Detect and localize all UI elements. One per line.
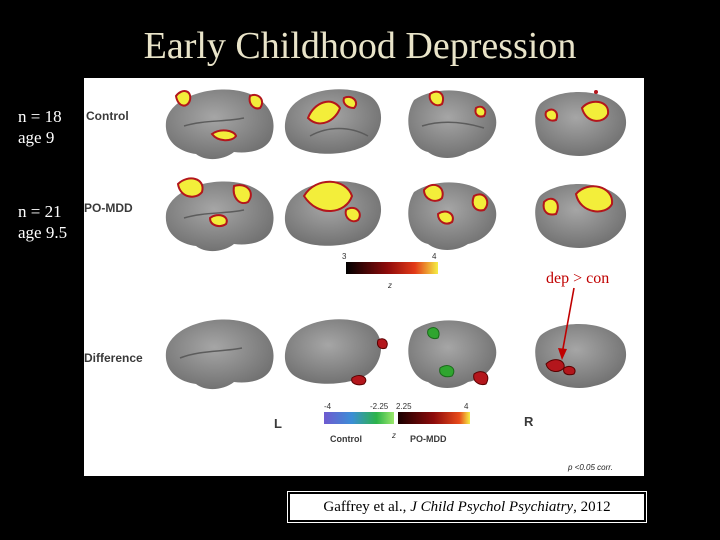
brain-activation-figure: Control PO-MDD Difference [84,78,644,476]
hemisphere-left-label: L [274,416,282,431]
scale1-min: 3 [342,252,347,261]
scale2-neg-thresh: -2.25 [370,402,389,411]
annotation-dep-gt-con: dep > con [546,270,610,287]
scale2-neg-label: Control [330,434,362,444]
row-label-difference: Difference [84,351,143,365]
annotation-arrow [558,287,575,360]
brain-mdd-right-lateral [408,182,497,250]
color-scale-2: -4 -2.25 2.25 4 z Control PO-MDD [324,402,470,444]
row-label-control: Control [86,109,129,123]
group1-age: age 9 [18,128,55,147]
scale1-axis: z [387,281,392,290]
brain-mdd-right-medial [535,184,627,248]
brain-control-right-lateral [408,90,497,158]
scale2-pos-thresh: 2.25 [396,402,412,411]
p-value-note: p <0.05 corr. [567,463,613,472]
hemisphere-right-label: R [524,414,534,429]
group2-n: n = 21 [18,202,62,221]
brain-mdd-left-lateral [165,177,274,252]
brain-control-left-medial [284,89,382,154]
color-scale-1: 3 4 z [342,252,438,290]
brain-mdd-left-medial [284,180,382,246]
citation-box: Gaffrey et al., J Child Psychol Psychiat… [287,491,647,523]
citation-year: , 2012 [573,499,611,515]
group2-label: n = 21 age 9.5 [18,201,67,243]
brain-control-right-medial [535,90,627,156]
brain-diff-right-lateral [408,320,497,388]
slide-title: Early Childhood Depression [143,25,577,67]
brain-diff-right-medial [535,324,627,388]
scale2-pos-max: 4 [464,402,469,411]
scale2-neg-min: -4 [324,402,332,411]
scale2-axis: z [391,431,396,440]
group2-age: age 9.5 [18,223,68,242]
scale2-pos-label: PO-MDD [410,434,447,444]
brain-diff-left-lateral [165,319,274,390]
group1-label: n = 18 age 9 [18,106,62,148]
group1-n: n = 18 [18,107,62,126]
citation-authors: Gaffrey et al., [323,499,411,515]
brain-diff-left-medial [284,319,388,386]
citation-journal: J Child Psychol Psychiatry [410,499,574,515]
scale1-max: 4 [432,252,437,261]
row-label-po-mdd: PO-MDD [84,201,133,215]
brain-control-left-lateral [165,89,274,160]
